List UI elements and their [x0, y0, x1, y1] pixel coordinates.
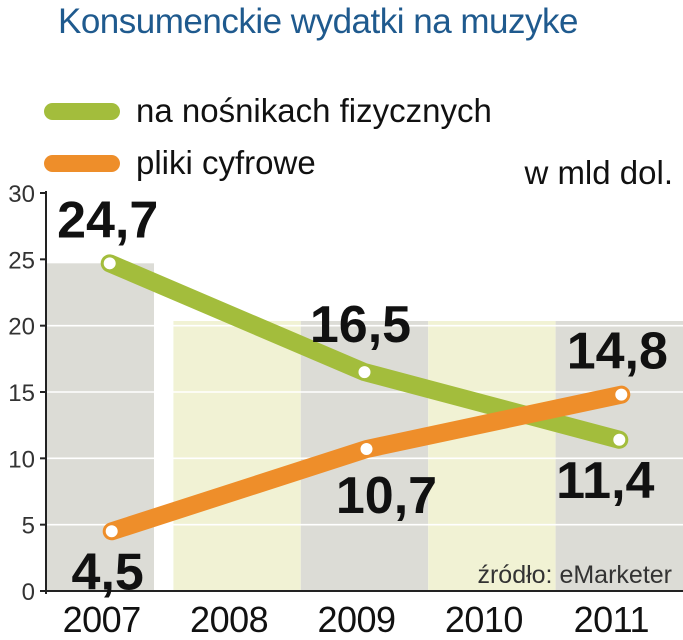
category-band-2011	[555, 321, 683, 591]
data-point-digital-2009	[358, 441, 375, 458]
x-tick-label-2007: 2007	[63, 599, 141, 640]
category-band-2007	[46, 263, 154, 591]
legend-item-digital: pliki cyfrowe	[44, 143, 316, 183]
x-tick-label-2008: 2008	[190, 599, 268, 640]
category-band-2008	[173, 321, 301, 591]
legend-item-physical: na nośnikach fizycznych	[44, 91, 492, 131]
legend-label-physical: na nośnikach fizycznych	[136, 92, 492, 129]
data-label-physical-2009: 16,5	[310, 296, 411, 354]
data-label-digital-2009: 10,7	[336, 467, 437, 525]
data-label-physical-2011: 11,4	[556, 452, 654, 510]
y-tick-label-0: 0	[22, 579, 35, 606]
y-tick-label-10: 10	[8, 446, 35, 473]
data-point-physical-2007	[101, 255, 118, 272]
y-tick-label-15: 15	[8, 380, 35, 407]
unit-label: w mld dol.	[524, 154, 673, 191]
data-point-digital-2011	[613, 386, 630, 403]
x-tick-label-2010: 2010	[445, 599, 523, 640]
x-tick-label-2011: 2011	[574, 599, 649, 640]
source-note: źródło: eMarketer	[477, 561, 672, 589]
data-point-digital-2007	[103, 523, 120, 540]
data-label-digital-2007: 4,5	[72, 543, 144, 601]
legend-label-digital: pliki cyfrowe	[136, 144, 316, 181]
x-tick-label-2009: 2009	[317, 599, 395, 640]
legend-swatch-digital	[44, 154, 120, 172]
data-point-physical-2009	[356, 364, 373, 381]
y-tick-label-20: 20	[8, 314, 35, 341]
data-point-physical-2011	[611, 431, 628, 448]
data-label-digital-2011: 14,8	[567, 323, 668, 381]
y-tick-label-5: 5	[22, 513, 35, 540]
data-label-physical-2007: 24,7	[57, 191, 158, 249]
y-tick-label-30: 30	[8, 181, 35, 208]
y-tick-label-25: 25	[8, 247, 35, 274]
chart-title: Konsumenckie wydatki na muzyke	[58, 2, 578, 41]
category-band-2010	[428, 321, 556, 591]
legend-swatch-physical	[44, 102, 120, 120]
